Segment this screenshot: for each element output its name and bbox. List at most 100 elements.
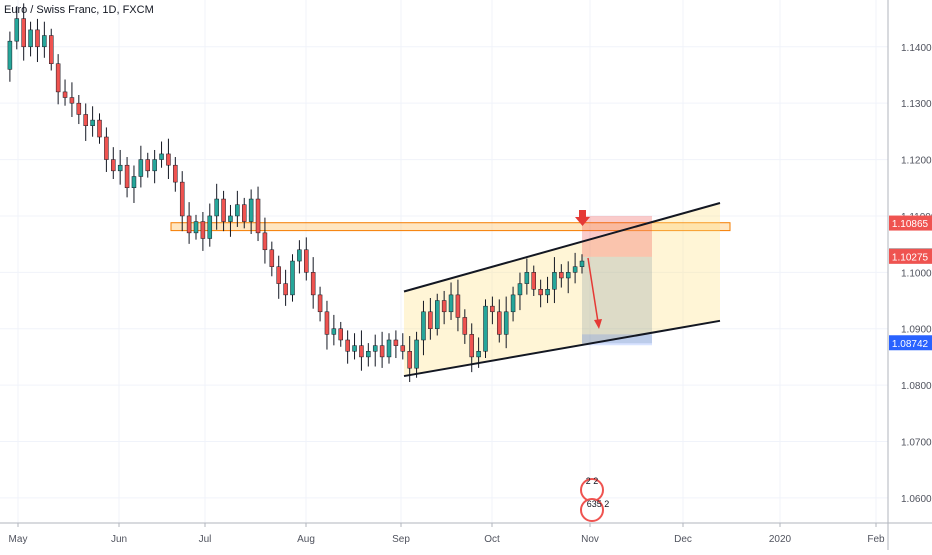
price-label-bg (889, 248, 932, 264)
candle-body (379, 345, 385, 358)
candle-body (104, 136, 109, 160)
candle-body (545, 288, 550, 296)
candle-body (124, 164, 130, 189)
chart-title: Euro / Swiss Franc, 1D, FXCM (4, 4, 154, 16)
candle-body (338, 328, 343, 341)
candle-body (166, 153, 171, 166)
candle-body (310, 272, 316, 296)
x-tick-label: 2020 (769, 534, 792, 545)
candle-body (517, 283, 523, 296)
event-marker-label: 2 2 (586, 476, 599, 486)
channel-fill (404, 202, 720, 377)
candle-body (400, 345, 406, 352)
candle-body (21, 18, 26, 48)
y-tick-label: 1.10000 (901, 268, 932, 279)
candle-body (193, 221, 199, 234)
candle-body (428, 311, 433, 329)
event-marker: 635 2 (580, 498, 610, 522)
candle-body (359, 345, 364, 358)
candle-body (510, 294, 516, 313)
candle-body (76, 102, 82, 115)
candle-body (200, 221, 206, 239)
projection-arrow-head (594, 319, 602, 329)
candle-body (111, 159, 116, 172)
projection-arrow-line (587, 257, 599, 323)
candle-body (304, 249, 309, 273)
x-tick-label: Dec (674, 534, 692, 545)
take-profit-zone (582, 256, 652, 344)
price-label-bg (889, 335, 932, 351)
channel-upper-line (403, 202, 721, 293)
event-marker-label: 635 2 (587, 499, 610, 509)
event-marker-ring (580, 498, 604, 522)
candle-body (262, 232, 268, 251)
candle-body (83, 114, 88, 126)
candle-body (331, 328, 337, 335)
candle-body (159, 153, 164, 160)
candle-body (214, 198, 219, 217)
candle-body (324, 311, 330, 335)
candle-body (145, 159, 150, 172)
x-tick-label: Jul (199, 534, 212, 545)
candle-body (55, 63, 61, 93)
candle-body (435, 300, 440, 329)
candle-body (35, 29, 40, 48)
candle-body (559, 272, 564, 279)
candle-body (503, 311, 509, 335)
candle-body (524, 272, 530, 284)
candle-body (97, 119, 102, 138)
candle-body (173, 164, 178, 183)
candle-body (138, 159, 144, 177)
candle-body (366, 351, 371, 358)
candle-body (14, 18, 20, 42)
price-label: 1.10865 (892, 219, 929, 230)
candle-body (572, 266, 578, 273)
price-label-bg (889, 215, 932, 231)
x-tick-label: Oct (484, 534, 500, 545)
candle-body (462, 317, 468, 335)
candle-body (441, 300, 447, 313)
candle-body (476, 351, 481, 358)
candle-body (317, 294, 323, 313)
candle-body (552, 272, 557, 290)
candle-body (352, 345, 357, 352)
y-tick-label: 1.12000 (901, 156, 932, 167)
candle-body (228, 215, 233, 222)
candle-body (421, 311, 426, 341)
candle-body (490, 305, 495, 313)
candle-body (69, 97, 75, 104)
price-label: 1.08742 (892, 339, 929, 350)
candle-body (117, 164, 123, 172)
x-tick-label: Sep (392, 534, 410, 545)
event-marker: 2 2 (580, 476, 604, 502)
candle-body (152, 159, 157, 172)
candle-body (531, 272, 536, 290)
y-tick-label: 1.07000 (901, 437, 932, 448)
candle-body (455, 294, 461, 318)
candle-body (90, 119, 95, 126)
candle-body (255, 198, 261, 234)
candle-body (448, 294, 454, 313)
candle-body (579, 260, 585, 267)
channel-lower-line (403, 319, 721, 378)
x-tick-label: Jun (111, 534, 127, 545)
candle-body (297, 249, 302, 262)
candle-body (283, 283, 288, 296)
x-tick-label: May (9, 534, 28, 545)
candle-body (179, 181, 185, 217)
x-tick-label: Aug (297, 534, 315, 545)
candle-body (393, 339, 399, 346)
resistance-zone (170, 222, 731, 232)
candle-body (372, 345, 378, 352)
candle-body (497, 311, 502, 335)
candle-body (386, 339, 392, 358)
y-tick-label: 1.14000 (901, 43, 932, 54)
candle-body (483, 305, 488, 352)
y-tick-label: 1.08000 (901, 381, 932, 392)
y-tick-label: 1.09000 (901, 325, 932, 336)
candle-body (207, 215, 213, 239)
sell-arrow-shaft (579, 210, 586, 217)
candle-body (186, 215, 192, 234)
candle-body (235, 204, 240, 217)
